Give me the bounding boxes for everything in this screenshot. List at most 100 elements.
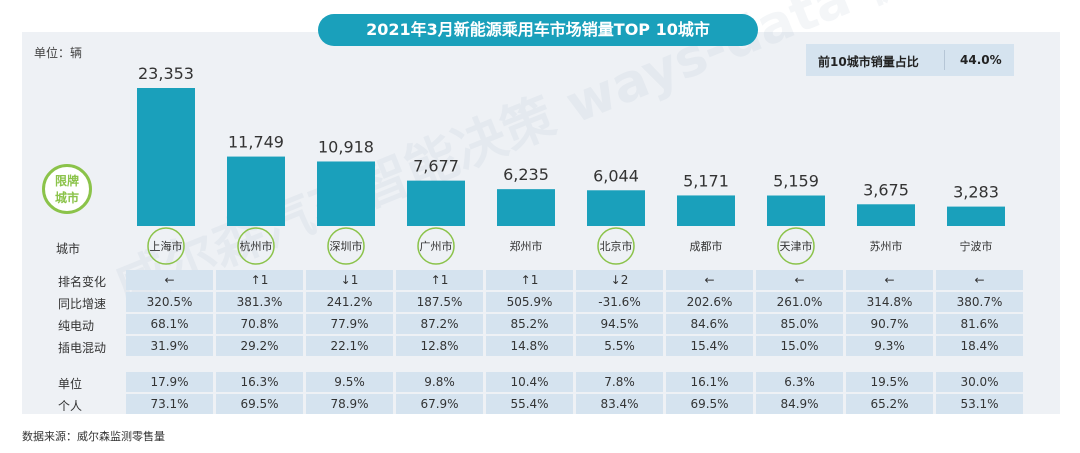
restricted-city-circle-0 bbox=[147, 227, 185, 265]
city-label-3: 广州市 bbox=[420, 239, 453, 253]
bar-value-label-3: 7,677 bbox=[413, 157, 459, 176]
city-label-0: 上海市 bbox=[150, 239, 183, 253]
bar-5 bbox=[587, 190, 645, 226]
table-cell-r2-c4: 85.2% bbox=[486, 314, 573, 334]
table-cell-r4-c4: 10.4% bbox=[486, 372, 573, 392]
table-cell-r4-c2: 9.5% bbox=[306, 372, 393, 392]
table-cell-r1-c9: 380.7% bbox=[936, 292, 1023, 312]
table-cell-r5-c3: 67.9% bbox=[396, 394, 483, 414]
city-label-6: 成都市 bbox=[690, 239, 723, 253]
table-cell-r1-c4: 505.9% bbox=[486, 292, 573, 312]
table-cell-r4-c5: 7.8% bbox=[576, 372, 663, 392]
table-cell-r0-c2: ↓1 bbox=[306, 270, 393, 290]
restricted-city-circle-5 bbox=[597, 227, 635, 265]
city-row-header: 城市 bbox=[56, 242, 81, 256]
restricted-city-circle-2 bbox=[327, 227, 365, 265]
bar-3 bbox=[407, 180, 465, 226]
table-cell-r3-c7: 15.0% bbox=[756, 336, 843, 356]
table-cell-r3-c5: 5.5% bbox=[576, 336, 663, 356]
table-cell-r0-c5: ↓2 bbox=[576, 270, 663, 290]
city-label-9: 宁波市 bbox=[960, 239, 993, 253]
restricted-city-circle-3 bbox=[417, 227, 455, 265]
bar-1 bbox=[227, 156, 285, 226]
row-header-3: 插电混动 bbox=[58, 341, 107, 355]
table-cell-r3-c4: 14.8% bbox=[486, 336, 573, 356]
table-cell-r3-c2: 22.1% bbox=[306, 336, 393, 356]
table-cell-r5-c5: 83.4% bbox=[576, 394, 663, 414]
table-cell-r2-c2: 77.9% bbox=[306, 314, 393, 334]
table-cell-r5-c4: 55.4% bbox=[486, 394, 573, 414]
city-label-7: 天津市 bbox=[780, 239, 813, 253]
bar-7 bbox=[767, 195, 825, 226]
table-cell-r3-c3: 12.8% bbox=[396, 336, 483, 356]
table-cell-r0-c6: ← bbox=[666, 270, 753, 290]
top10-share-box: 前10城市销量占比 44.0% bbox=[806, 44, 1014, 76]
table-cell-r4-c7: 6.3% bbox=[756, 372, 843, 392]
unit-label: 单位：辆 bbox=[34, 46, 83, 60]
city-label-1: 杭州市 bbox=[240, 239, 273, 253]
chart-title: 2021年3月新能源乘用车市场销量TOP 10城市 bbox=[318, 14, 758, 46]
table-cell-r3-c0: 31.9% bbox=[126, 336, 213, 356]
bar-4 bbox=[497, 189, 555, 226]
bar-value-label-9: 3,283 bbox=[953, 183, 999, 202]
table-cell-r5-c8: 65.2% bbox=[846, 394, 933, 414]
table-cell-r3-c1: 29.2% bbox=[216, 336, 303, 356]
bar-value-label-8: 3,675 bbox=[863, 180, 909, 199]
table-cell-r2-c3: 87.2% bbox=[396, 314, 483, 334]
table-cell-r0-c3: ↑1 bbox=[396, 270, 483, 290]
bar-value-label-2: 10,918 bbox=[318, 137, 374, 156]
table-cell-r3-c9: 18.4% bbox=[936, 336, 1023, 356]
city-label-8: 苏州市 bbox=[870, 239, 903, 253]
bar-value-label-7: 5,159 bbox=[773, 172, 819, 191]
bar-2 bbox=[317, 161, 375, 226]
table-cell-r2-c6: 84.6% bbox=[666, 314, 753, 334]
table-cell-r2-c8: 90.7% bbox=[846, 314, 933, 334]
row-header-5: 个人 bbox=[58, 399, 83, 413]
table-cell-r0-c7: ← bbox=[756, 270, 843, 290]
table-cell-r4-c6: 16.1% bbox=[666, 372, 753, 392]
table-cell-r2-c9: 81.6% bbox=[936, 314, 1023, 334]
table-cell-r0-c4: ↑1 bbox=[486, 270, 573, 290]
city-label-5: 北京市 bbox=[600, 239, 633, 253]
table-cell-r0-c0: ← bbox=[126, 270, 213, 290]
table-cell-r2-c5: 94.5% bbox=[576, 314, 663, 334]
table-cell-r1-c0: 320.5% bbox=[126, 292, 213, 312]
table-cell-r2-c1: 70.8% bbox=[216, 314, 303, 334]
table-cell-r4-c1: 16.3% bbox=[216, 372, 303, 392]
table-cell-r2-c0: 68.1% bbox=[126, 314, 213, 334]
table-cell-r3-c6: 15.4% bbox=[666, 336, 753, 356]
share-value: 44.0% bbox=[960, 53, 1002, 67]
table-cell-r1-c1: 381.3% bbox=[216, 292, 303, 312]
table-cell-r5-c0: 73.1% bbox=[126, 394, 213, 414]
table-cell-r1-c7: 261.0% bbox=[756, 292, 843, 312]
table-cell-r3-c8: 9.3% bbox=[846, 336, 933, 356]
table-cell-r1-c8: 314.8% bbox=[846, 292, 933, 312]
badge-line1: 限牌 bbox=[54, 174, 79, 188]
bar-value-label-4: 6,235 bbox=[503, 165, 549, 184]
table-cell-r5-c2: 78.9% bbox=[306, 394, 393, 414]
row-header-1: 同比增速 bbox=[58, 297, 107, 311]
bar-8 bbox=[857, 204, 915, 226]
city-label-4: 郑州市 bbox=[510, 239, 543, 253]
badge-line2: 城市 bbox=[54, 191, 79, 205]
bar-value-label-0: 23,353 bbox=[138, 64, 194, 83]
table-cell-r5-c9: 53.1% bbox=[936, 394, 1023, 414]
share-label: 前10城市销量占比 bbox=[818, 55, 919, 69]
table-cell-r4-c8: 19.5% bbox=[846, 372, 933, 392]
row-header-0: 排名变化 bbox=[58, 275, 107, 289]
table-cell-r1-c3: 187.5% bbox=[396, 292, 483, 312]
table-cell-r4-c9: 30.0% bbox=[936, 372, 1023, 392]
table-cell-r0-c9: ← bbox=[936, 270, 1023, 290]
table-cell-r5-c6: 69.5% bbox=[666, 394, 753, 414]
bar-0 bbox=[137, 88, 195, 226]
table-cell-r4-c0: 17.9% bbox=[126, 372, 213, 392]
bar-9 bbox=[947, 206, 1005, 226]
restricted-city-circle-1 bbox=[237, 227, 275, 265]
row-header-4: 单位 bbox=[58, 377, 83, 391]
city-label-2: 深圳市 bbox=[330, 239, 363, 253]
source-note: 数据来源：威尔森监测零售量 bbox=[22, 430, 165, 443]
table-cell-r5-c1: 69.5% bbox=[216, 394, 303, 414]
table-cell-r0-c8: ← bbox=[846, 270, 933, 290]
table-cell-r2-c7: 85.0% bbox=[756, 314, 843, 334]
